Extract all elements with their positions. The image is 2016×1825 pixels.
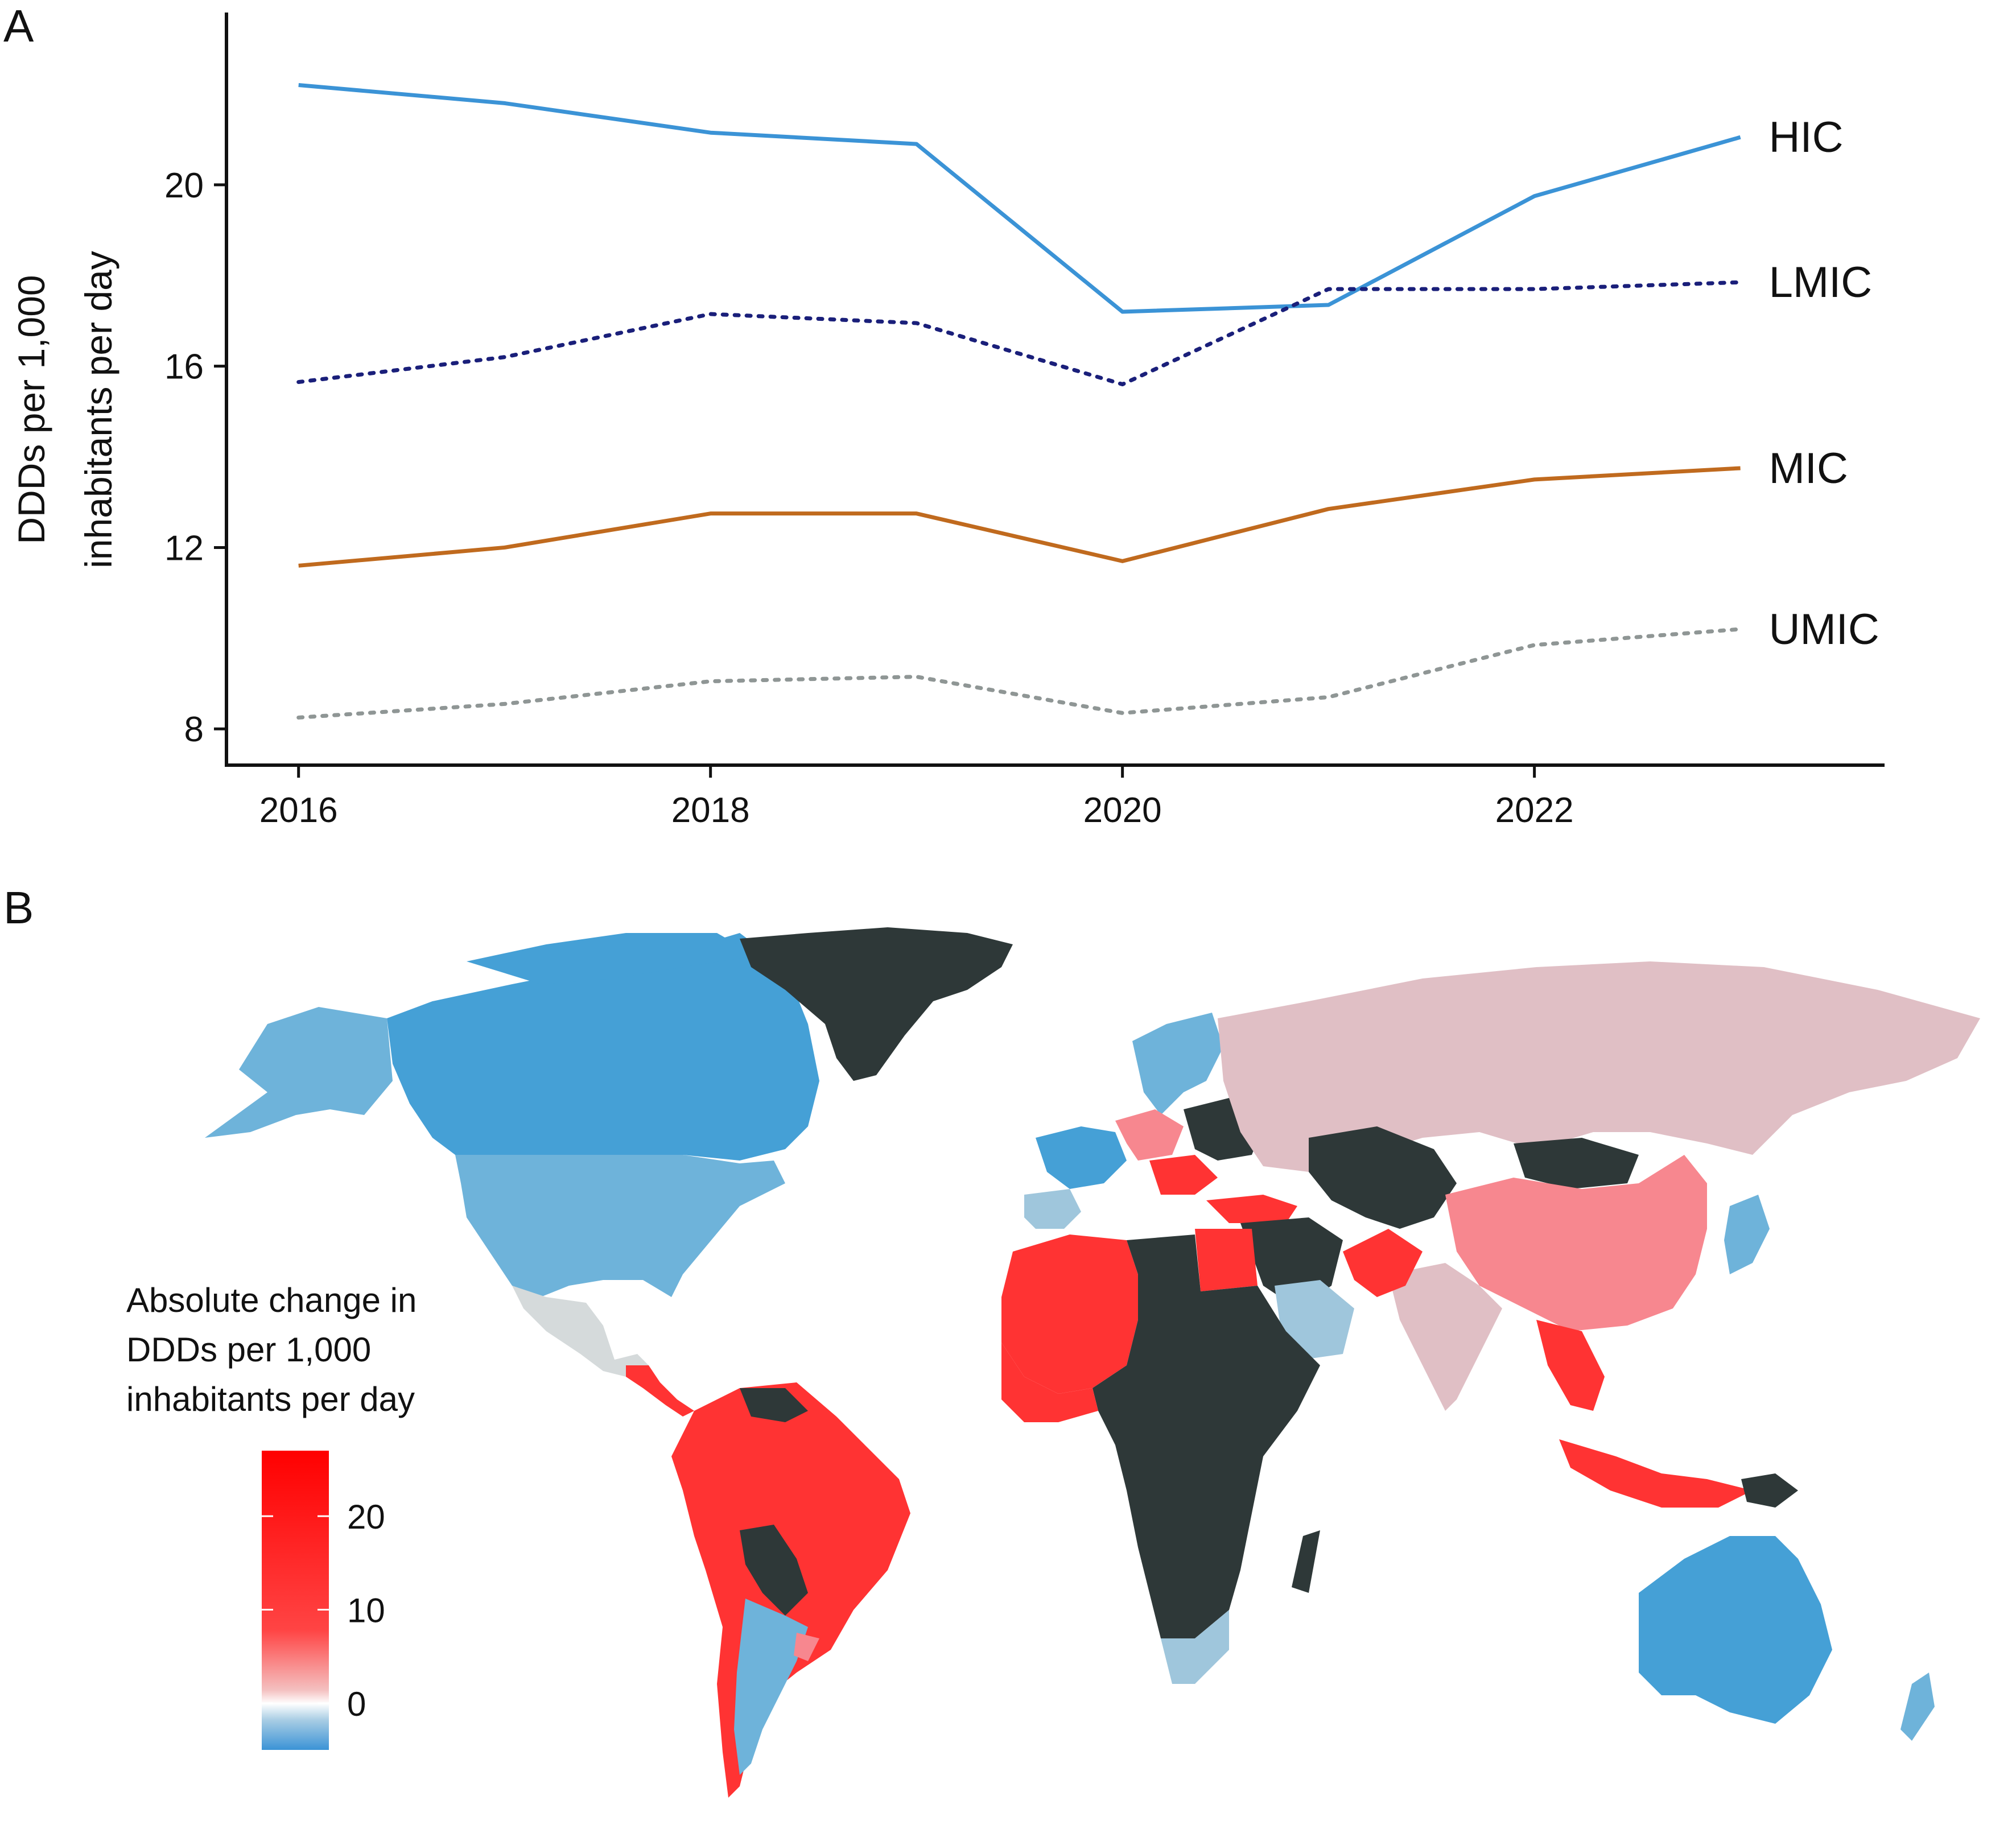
china-region bbox=[1445, 1155, 1707, 1331]
central-europe-region bbox=[1115, 1109, 1184, 1161]
legend-title-line3: inhabitants per day bbox=[126, 1380, 415, 1418]
india-region bbox=[1388, 1263, 1502, 1411]
series-line-hic bbox=[298, 83, 1741, 314]
egypt-region bbox=[1195, 1229, 1258, 1291]
series-label-hic: HIC bbox=[1769, 113, 1844, 162]
iberia-region bbox=[1024, 1189, 1081, 1229]
australia-region bbox=[1639, 1536, 1832, 1724]
scandinavia-region bbox=[1132, 1013, 1223, 1115]
bolivia-paraguay-region bbox=[740, 1525, 808, 1616]
western-europe-region bbox=[1036, 1126, 1127, 1189]
new-zealand-region bbox=[1900, 1673, 1935, 1741]
south-africa-region bbox=[1161, 1610, 1229, 1684]
alaska-region bbox=[205, 1007, 393, 1138]
usa-region bbox=[455, 1155, 785, 1297]
canada-region bbox=[387, 933, 819, 1161]
mongolia-region bbox=[1514, 1138, 1639, 1189]
x-tick-label: 2016 bbox=[259, 791, 338, 830]
y-tick-label: 12 bbox=[164, 528, 204, 568]
panel-a-letter: A bbox=[3, 1, 34, 51]
west-africa-region bbox=[1001, 1343, 1098, 1422]
series-line-mic bbox=[298, 466, 1741, 568]
madagascar-region bbox=[1292, 1530, 1320, 1593]
legend-ticks: 20 10 0 bbox=[262, 1498, 385, 1723]
y-tick-label: 8 bbox=[184, 710, 204, 749]
legend-tick-label: 0 bbox=[347, 1685, 366, 1723]
x-tick-label: 2022 bbox=[1495, 791, 1574, 830]
papua-region bbox=[1741, 1473, 1798, 1508]
series-labels: HIC LMIC MIC UMIC bbox=[1769, 113, 1879, 654]
x-ticks: 2016 2018 2020 2022 bbox=[259, 765, 1574, 830]
southeast-asia-region bbox=[1536, 1320, 1605, 1411]
north-africa-red bbox=[1001, 1234, 1138, 1394]
canada-arctic-islands bbox=[467, 933, 757, 984]
korea-japan-region bbox=[1724, 1195, 1770, 1274]
y-ticks: 8 12 16 20 bbox=[164, 166, 226, 749]
africa-no-data bbox=[1092, 1234, 1320, 1638]
legend-tick-label: 10 bbox=[347, 1591, 385, 1629]
guyana-region bbox=[740, 1388, 808, 1422]
y-axis-label-line1: DDDs per 1,000 bbox=[10, 275, 52, 544]
central-america-region bbox=[626, 1365, 694, 1417]
central-asia-region bbox=[1309, 1126, 1457, 1229]
color-legend: Absolute change in DDDs per 1,000 inhabi… bbox=[126, 1281, 417, 1750]
pakistan-region bbox=[1343, 1229, 1423, 1297]
x-tick-label: 2018 bbox=[671, 791, 750, 830]
turkey-region bbox=[1206, 1195, 1297, 1223]
balkans-region bbox=[1149, 1155, 1218, 1195]
y-tick-label: 16 bbox=[164, 348, 204, 387]
legend-title-line1: Absolute change in bbox=[126, 1281, 417, 1319]
y-axis-label-line2: inhabitants per day bbox=[77, 251, 119, 568]
russia-region bbox=[1218, 961, 1980, 1172]
series-group bbox=[296, 83, 1743, 720]
series-label-mic: MIC bbox=[1769, 444, 1848, 493]
series-line-umic bbox=[296, 627, 1743, 720]
legend-tick-label: 20 bbox=[347, 1498, 385, 1536]
greenland-region bbox=[740, 927, 1013, 1081]
uruguay-region bbox=[794, 1633, 819, 1661]
series-label-lmic: LMIC bbox=[1769, 258, 1873, 307]
series-label-umic: UMIC bbox=[1769, 605, 1879, 654]
argentina-region bbox=[734, 1599, 808, 1775]
x-tick-label: 2020 bbox=[1083, 791, 1162, 830]
panel-b-letter: B bbox=[3, 882, 34, 933]
mexico-region bbox=[512, 1286, 649, 1377]
legend-title-line2: DDDs per 1,000 bbox=[126, 1331, 371, 1369]
series-line-lmic bbox=[296, 280, 1743, 387]
world-map bbox=[205, 927, 1980, 1798]
indonesia-region bbox=[1559, 1439, 1753, 1508]
y-tick-label: 20 bbox=[164, 166, 204, 205]
legend-colorbar bbox=[262, 1451, 329, 1750]
